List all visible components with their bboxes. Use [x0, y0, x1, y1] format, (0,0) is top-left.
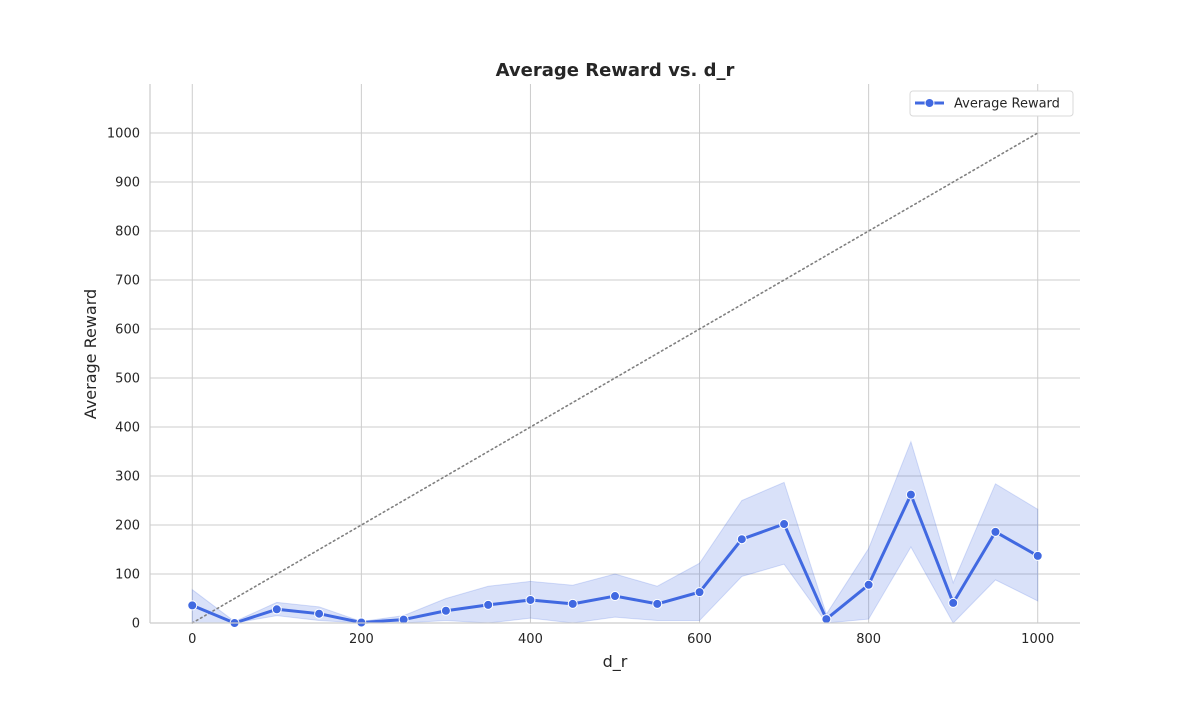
y-tick-label: 900 [115, 176, 140, 191]
reference-line [191, 132, 1039, 624]
y-tick-label: 100 [115, 568, 140, 583]
chart-title: Average Reward vs. d_r [496, 60, 735, 81]
data-point [314, 608, 325, 619]
data-point [271, 604, 282, 615]
legend-entry-average-reward: Average Reward [954, 97, 1060, 112]
y-tick-label: 300 [115, 470, 140, 485]
x-tick-label: 200 [349, 632, 374, 647]
data-point [736, 534, 747, 545]
series-layer [187, 489, 1043, 628]
x-tick-label: 400 [518, 632, 543, 647]
data-point [990, 526, 1001, 537]
data-point [694, 587, 705, 598]
data-point [948, 597, 959, 608]
data-point [610, 591, 620, 602]
data-point [525, 594, 536, 605]
legend-marker-swatch [924, 98, 935, 108]
data-point [440, 605, 451, 616]
x-tick-label: 800 [856, 632, 881, 647]
data-point [821, 614, 832, 625]
data-point [779, 519, 790, 530]
y-tick-label: 200 [115, 519, 140, 534]
x-tick-label: 1000 [1021, 632, 1054, 647]
legend-box [909, 90, 1074, 117]
y-tick-label: 0 [132, 617, 140, 632]
legend: Average Reward [909, 90, 1074, 117]
y-tick-label: 700 [115, 274, 140, 289]
x-tick-label: 600 [687, 632, 712, 647]
tick-labels: 0 100 200 300 400 500 600 700 800 900 1000 0 200 400 6… [107, 127, 1054, 648]
y-tick-label: 400 [115, 421, 140, 436]
x-axis-label: d_r [603, 652, 628, 672]
y-tick-label: 500 [115, 372, 140, 387]
reference-line-layer [191, 132, 1039, 624]
grid-lines [150, 84, 1080, 624]
data-point [483, 599, 494, 610]
data-point [1032, 550, 1043, 561]
data-point [863, 579, 874, 590]
y-tick-label: 600 [115, 323, 140, 338]
y-axis-label: Average Reward [81, 289, 100, 419]
data-point [652, 598, 663, 609]
data-point [567, 598, 578, 609]
y-tick-label: 800 [115, 225, 140, 240]
data-point [398, 614, 409, 625]
y-tick-label: 1000 [107, 127, 140, 142]
data-point [905, 489, 916, 500]
x-tick-label: 0 [188, 632, 196, 647]
axes [149, 84, 1080, 624]
data-point [187, 600, 198, 611]
